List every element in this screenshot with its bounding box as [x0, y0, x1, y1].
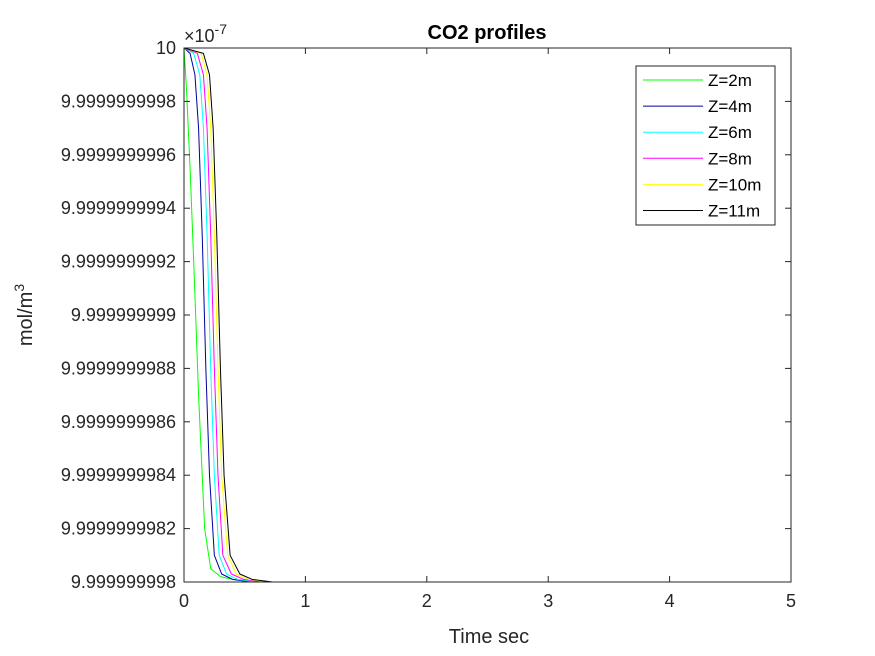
y-exponent: ×10-7	[184, 21, 227, 46]
y-tick-label-7: 9.9999999994	[61, 198, 176, 218]
tick-labels-layer: 0 1 2 3 4 5 9.999999998 9.9999999982 9.999999998…	[61, 38, 796, 611]
y-tick-label-5: 9.999999999	[71, 305, 176, 325]
legend: Z=2m Z=4m Z=6m Z=8m Z=10m Z=11m	[635, 65, 776, 226]
legend-box	[635, 65, 776, 226]
legend-items: Z=2m Z=4m Z=6m Z=8m Z=10m Z=11m	[643, 71, 761, 221]
legend-label-2: Z=4m	[708, 97, 752, 116]
y-axis-label: mol/m3	[11, 284, 37, 346]
y-tick-label-3: 9.9999999986	[61, 412, 176, 432]
legend-label-4: Z=8m	[708, 149, 752, 168]
y-tick-label-1: 9.9999999982	[61, 519, 176, 539]
legend-label-6: Z=11m	[708, 202, 760, 221]
y-tick-label-0: 9.999999998	[71, 572, 176, 592]
y-tick-label-8: 9.9999999996	[61, 145, 176, 165]
y-tick-label-4: 9.9999999988	[61, 358, 176, 378]
ticks-layer	[183, 47, 792, 583]
x-tick-label-4: 4	[665, 591, 675, 611]
x-tick-label-1: 1	[300, 591, 310, 611]
y-exponent-power: -7	[215, 21, 228, 37]
y-tick-label-6: 9.9999999992	[61, 252, 176, 272]
x-tick-label-5: 5	[786, 591, 796, 611]
x-tick-label-3: 3	[543, 591, 553, 611]
y-tick-label-9: 9.9999999998	[61, 91, 176, 111]
y-tick-label-2: 9.9999999984	[61, 465, 176, 485]
x-tick-label-0: 0	[179, 591, 189, 611]
y-axis-label-superscript: 3	[11, 284, 27, 292]
legend-label-1: Z=2m	[708, 71, 752, 90]
y-exponent-base: ×10	[184, 26, 215, 46]
legend-label-5: Z=10m	[708, 175, 761, 194]
y-tick-label-10: 10	[156, 38, 176, 58]
x-axis-label: Time sec	[449, 626, 529, 648]
y-axis-label-main: mol/m	[15, 292, 37, 346]
x-tick-label-2: 2	[422, 591, 432, 611]
legend-label-3: Z=6m	[708, 123, 752, 142]
chart-title: CO2 profiles	[428, 22, 547, 44]
